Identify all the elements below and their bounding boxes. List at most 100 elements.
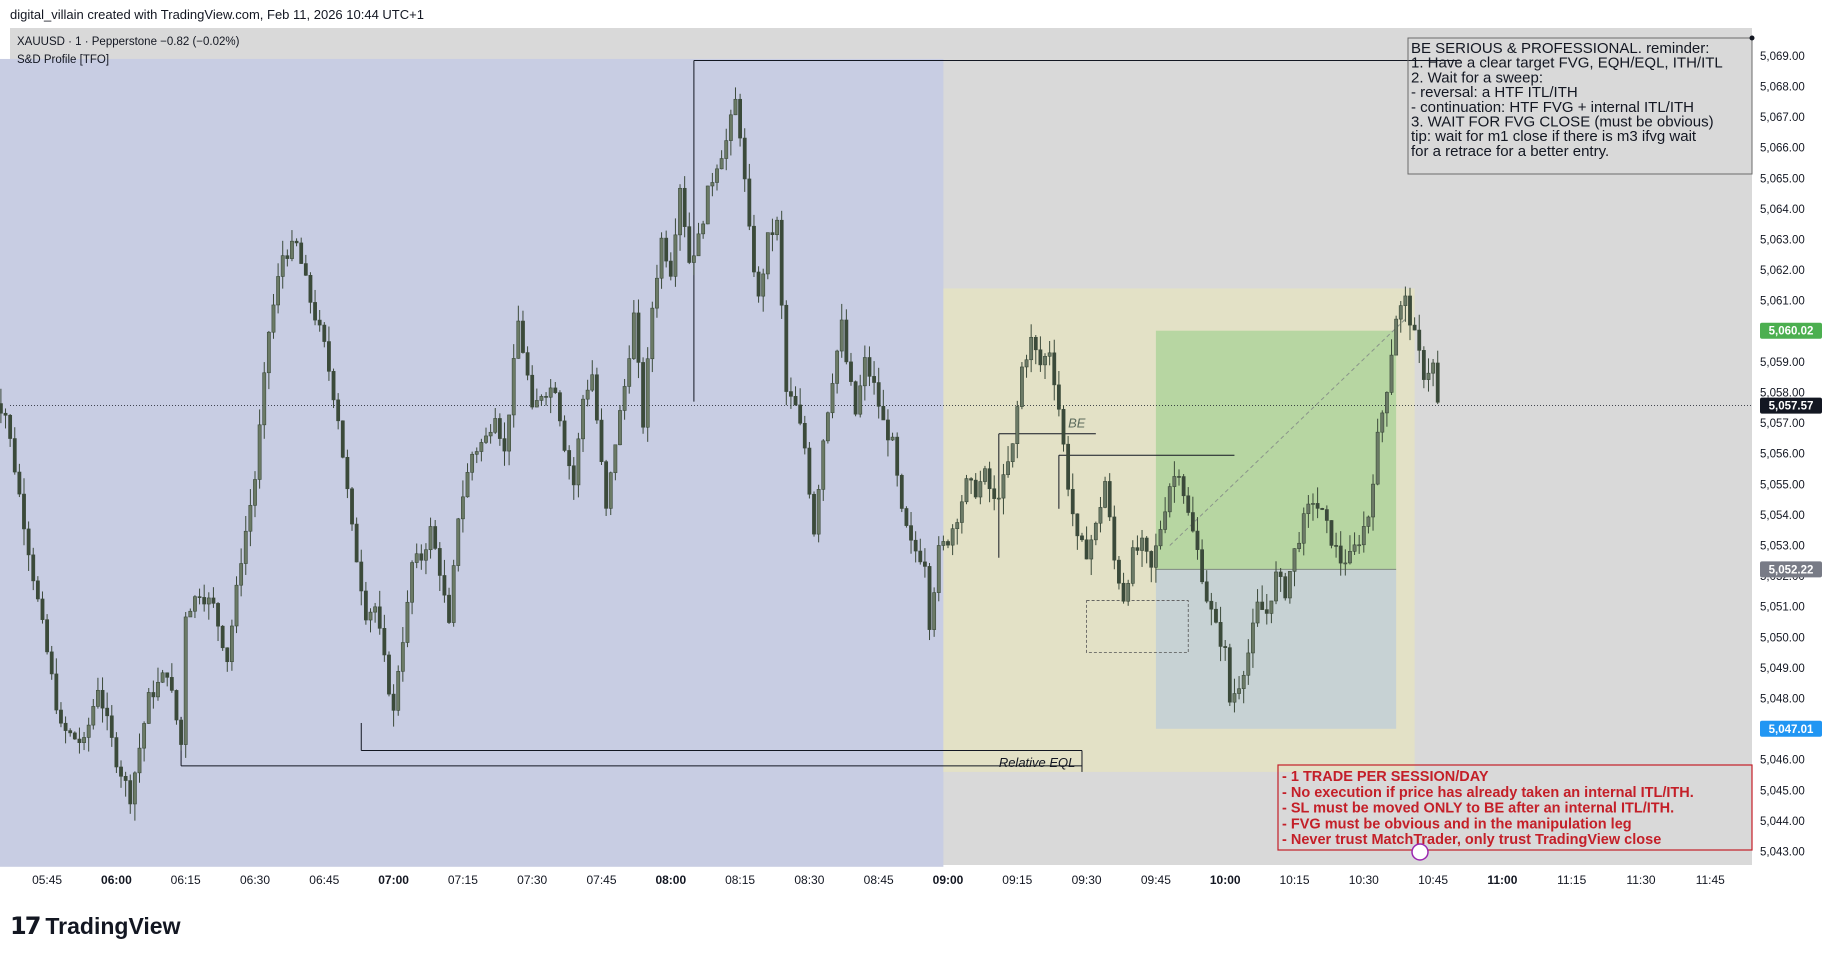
candle-body <box>636 312 641 363</box>
note-anchor-dot <box>1749 35 1755 41</box>
candle-body <box>1172 476 1177 487</box>
candle-body <box>146 692 151 724</box>
candle-body <box>230 625 234 663</box>
candle-body <box>1251 622 1255 654</box>
candle-body <box>973 479 978 498</box>
candle-body <box>1435 362 1440 403</box>
candle-body <box>308 275 313 303</box>
y-tick-label: 5,051.00 <box>1760 602 1805 614</box>
candle-body <box>1144 537 1149 552</box>
candle-body <box>266 331 271 374</box>
candle-body <box>1417 329 1422 351</box>
candle-body <box>1010 443 1015 463</box>
candle-body <box>1431 362 1436 374</box>
be-label: BE <box>1068 416 1086 431</box>
candle-body <box>1311 503 1315 505</box>
candle-body <box>1117 559 1121 584</box>
candle-body <box>936 545 941 593</box>
candle-body <box>1338 545 1343 564</box>
candle-body <box>1227 647 1232 703</box>
x-tick-label: 11:00 <box>1487 873 1517 887</box>
candle-body <box>839 319 844 352</box>
candle-body <box>830 383 835 414</box>
candle-body <box>876 382 881 407</box>
x-tick-label: 09:00 <box>933 873 964 887</box>
candle-body <box>1047 352 1052 357</box>
candle-body <box>377 606 382 629</box>
candle-body <box>664 237 669 262</box>
candle-body <box>645 358 650 428</box>
candle-body <box>941 541 946 546</box>
candle-body <box>904 508 909 526</box>
candle-body <box>280 255 285 277</box>
candle-body <box>548 387 553 398</box>
candle-body <box>40 598 45 620</box>
candle-body <box>1278 571 1283 577</box>
candle-body <box>77 738 82 743</box>
candle-body <box>437 548 442 576</box>
candle-body <box>594 374 599 421</box>
candle-body <box>1001 474 1006 499</box>
candle-body <box>798 404 803 424</box>
price-badge-label: 5,052.22 <box>1769 564 1814 576</box>
relative-eql-label: Relative EQL <box>999 755 1076 770</box>
candle-body <box>1190 512 1195 532</box>
candle-body <box>927 566 932 630</box>
candle-body <box>978 481 983 498</box>
candle-body <box>599 419 604 462</box>
y-tick-label: 5,043.00 <box>1760 847 1805 859</box>
candle-body <box>317 319 322 326</box>
candle-body <box>1177 476 1181 478</box>
candle-body <box>345 457 350 490</box>
candle-body <box>770 232 775 235</box>
x-tick-label: 08:30 <box>794 873 824 887</box>
y-tick-label: 5,056.00 <box>1760 449 1805 461</box>
candle-body <box>1130 547 1135 584</box>
candle-body <box>294 240 299 244</box>
tradingview-logo[interactable]: 17 TradingView <box>10 912 180 940</box>
candle-body <box>363 590 368 621</box>
candle-body <box>488 431 493 437</box>
reminder-note-line: for a retrace for a better entry. <box>1411 143 1609 160</box>
candle-body <box>1324 509 1329 521</box>
x-tick-label: 10:30 <box>1349 873 1379 887</box>
x-tick-label: 06:45 <box>309 873 339 887</box>
candle-body <box>909 525 913 541</box>
candle-body <box>585 389 590 400</box>
candle-body <box>1126 583 1131 602</box>
rules-note-line: - 1 TRADE PER SESSION/DAY <box>1282 769 1489 785</box>
candle-body <box>613 444 618 474</box>
price-badge <box>1760 561 1822 578</box>
candle-body <box>650 307 655 360</box>
candle-body <box>160 672 165 683</box>
candle-body <box>1380 412 1385 433</box>
candle-body <box>331 371 336 401</box>
x-tick-label: 09:30 <box>1072 873 1102 887</box>
candle-body <box>188 610 193 618</box>
price-badge-label: 5,057.57 <box>1769 401 1814 413</box>
candle-body <box>26 528 31 556</box>
candle-body <box>359 561 364 592</box>
chart-credit: digital_villain created with TradingView… <box>10 7 424 22</box>
candle-body <box>964 478 969 503</box>
rules-note-line: - SL must be moved ONLY to BE after an i… <box>1282 801 1674 817</box>
candle-body <box>1274 571 1278 602</box>
candle-body <box>54 673 59 711</box>
x-tick-label: 07:30 <box>517 873 547 887</box>
candle-body <box>202 597 207 605</box>
candle-body <box>756 271 761 297</box>
candle-body <box>525 352 530 376</box>
price-badge <box>1760 720 1822 737</box>
candle-body <box>114 737 119 768</box>
candle-body <box>521 320 525 353</box>
candle-body <box>17 471 22 495</box>
candle-body <box>534 400 539 408</box>
candle-body <box>128 780 133 805</box>
candle-body <box>567 450 572 467</box>
candles <box>0 87 1440 821</box>
candle-body <box>835 350 840 384</box>
candle-body <box>1195 530 1200 550</box>
candle-body <box>1232 693 1237 703</box>
x-tick-label: 06:15 <box>171 873 201 887</box>
